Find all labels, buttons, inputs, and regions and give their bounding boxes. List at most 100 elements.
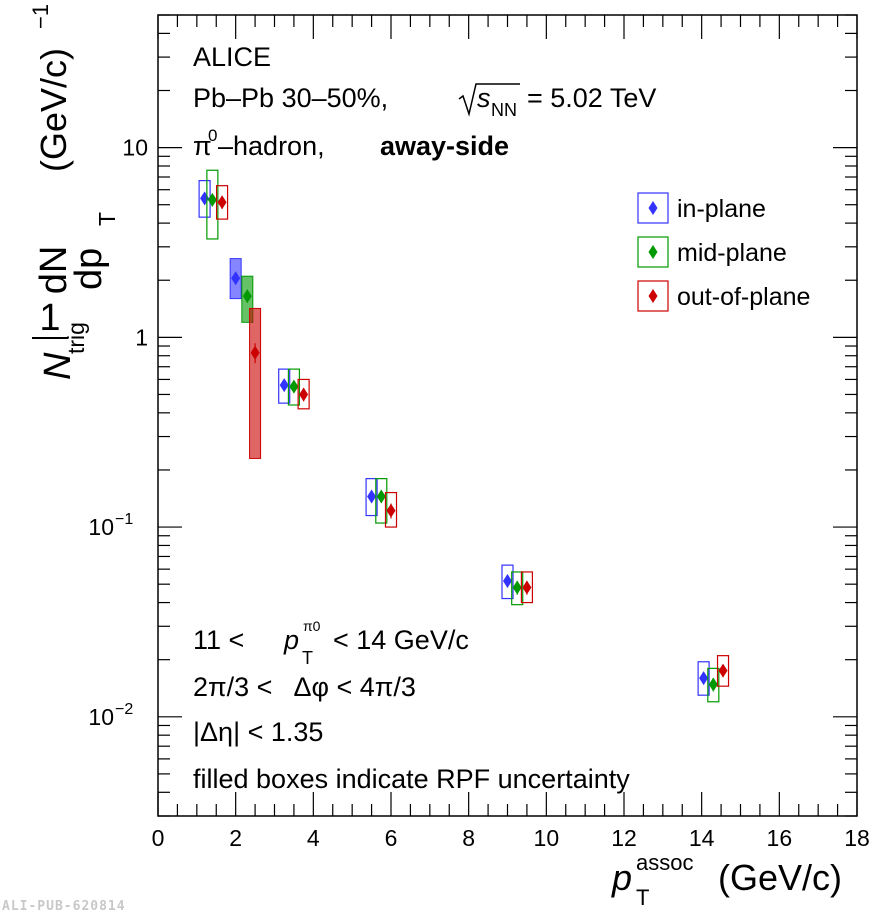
legend: in-plane mid-plane out-of-plane: [637, 192, 810, 312]
cut-pt-right: < 14 GeV/c: [333, 625, 469, 655]
y-tick-label: 1: [135, 324, 148, 350]
data-point: [367, 489, 377, 504]
syst-box: [697, 661, 710, 696]
syst-box: [707, 667, 720, 703]
y-title-den: N: [37, 352, 79, 380]
y-title-dn: dN: [33, 246, 75, 295]
data-point: [708, 677, 718, 692]
publication-id: ALI-PUB-620814: [2, 899, 126, 914]
y-title-unit: (GeV/c): [33, 48, 74, 172]
data-point: [289, 379, 299, 394]
y-title-dp-sub: T: [94, 212, 120, 226]
x-axis-title: p T assoc (GeV/c): [611, 850, 842, 910]
syst-box: [384, 491, 398, 528]
x-title-sup: assoc: [636, 850, 693, 875]
cut-pt-left: 11 <: [193, 625, 244, 655]
data-point: [718, 663, 728, 678]
x-tick-label: 4: [307, 825, 320, 851]
x-tick-labels: 0 2 4 6 8 10 12 14 16 18: [152, 825, 870, 851]
data-point: [231, 271, 241, 286]
y-title-den-sub: trig: [63, 322, 89, 354]
axis-ticks: [157, 14, 858, 817]
x-tick-label: 18: [844, 825, 870, 851]
syst-box: [375, 478, 388, 524]
energy-sub: NN: [491, 100, 517, 120]
data-point: [503, 573, 512, 588]
cut-pt-sub: T: [302, 648, 313, 668]
rpf-box: [249, 307, 262, 459]
data-point: [512, 580, 522, 595]
energy-value: = 5.02 TeV: [527, 83, 656, 113]
data-point: [200, 191, 210, 206]
x-tick-label: 14: [689, 825, 715, 851]
data-point: [699, 671, 709, 686]
y-title-num: 1: [39, 297, 60, 339]
y-title-unit-sup: −1: [28, 4, 53, 29]
sqrt-sign-icon: [458, 83, 520, 117]
data-point: [242, 289, 252, 304]
syst-box: [287, 368, 301, 406]
data-point: [386, 503, 396, 518]
x-title-p: p: [611, 857, 632, 898]
y-title-dp: dp: [68, 248, 110, 290]
x-tick-label: 2: [229, 825, 242, 851]
data-point: [250, 345, 260, 360]
rpf-note: filled boxes indicate RPF uncertainty: [193, 764, 630, 794]
system-label: Pb–Pb 30–50%,: [193, 83, 388, 113]
syst-box: [716, 655, 730, 687]
legend-label: out-of-plane: [677, 283, 810, 311]
legend-marker: [648, 201, 658, 215]
y-tick-label: 10: [88, 514, 114, 540]
y-tick-label-exp: −2: [115, 701, 133, 718]
x-title-sub: T: [636, 885, 649, 910]
cut-pt-p: p: [283, 625, 299, 655]
legend-label: in-plane: [677, 195, 766, 223]
syst-box: [215, 185, 229, 220]
x-tick-label: 8: [462, 825, 475, 851]
syst-box: [278, 368, 291, 404]
pair-sup: 0: [208, 126, 217, 145]
legend-label: mid-plane: [677, 239, 787, 267]
pair-label: π 0 –hadron,: [193, 126, 325, 161]
syst-box: [501, 564, 514, 600]
pair-pi: π: [193, 131, 212, 161]
cut-pt-sup: π0: [303, 618, 321, 634]
data-point: [217, 195, 227, 210]
y-tick-label: 10: [88, 704, 114, 730]
syst-box: [206, 169, 219, 240]
syst-box: [520, 571, 534, 604]
y-tick-label-exp: −1: [115, 511, 133, 528]
y-axis-title: 1 N trig dN dp T (GeV/c) −1: [28, 4, 120, 380]
data-point: [279, 378, 289, 393]
series-mid-plane: [206, 169, 720, 703]
series-out-of-plane: [215, 185, 730, 687]
energy-label: s NN = 5.02 TeV: [458, 83, 656, 120]
data-point: [299, 387, 309, 402]
cut-deta: |Δη| < 1.35: [193, 717, 323, 747]
side-label: away-side: [380, 131, 509, 161]
energy-symbol: s: [477, 83, 491, 113]
x-title-unit: (GeV/c): [718, 857, 842, 898]
legend-marker: [648, 289, 658, 303]
x-tick-label: 0: [152, 825, 165, 851]
legend-box: [637, 192, 669, 224]
pair-rest: –hadron,: [218, 131, 325, 161]
data-point: [522, 580, 532, 595]
cut-dphi: 2π/3 < Δφ < 4π/3: [193, 672, 416, 702]
data-point: [376, 489, 386, 504]
syst-box: [297, 378, 310, 410]
x-tick-label: 12: [611, 825, 637, 851]
syst-box: [365, 478, 378, 517]
x-tick-label: 16: [767, 825, 793, 851]
legend-box: [637, 236, 669, 268]
legend-marker: [648, 245, 658, 259]
y-tick-label: 10: [122, 135, 148, 161]
syst-box: [511, 571, 524, 606]
x-tick-label: 10: [534, 825, 560, 851]
data-point: [207, 192, 217, 207]
experiment-label: ALICE: [193, 42, 271, 72]
series-in-plane: [198, 180, 710, 696]
data-markers: [198, 169, 730, 703]
